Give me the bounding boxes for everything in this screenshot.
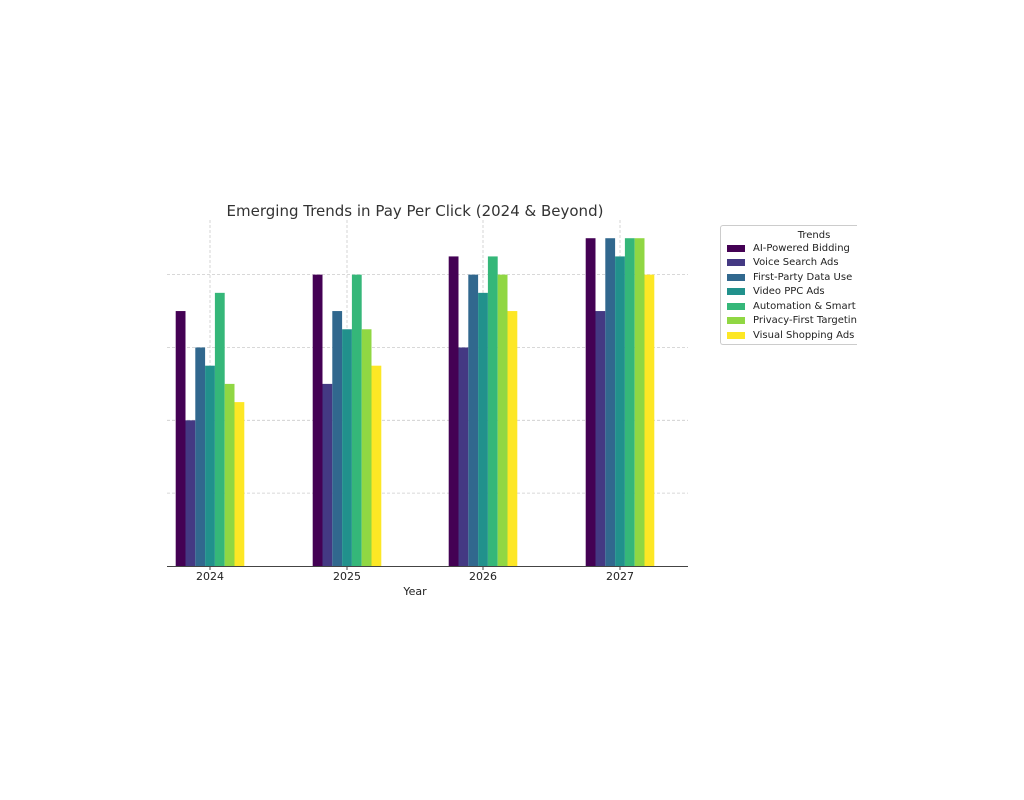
legend-swatch bbox=[727, 288, 745, 296]
bar bbox=[224, 383, 235, 566]
legend-item: Video PPC Ads bbox=[721, 285, 857, 300]
bar bbox=[214, 292, 225, 566]
bar bbox=[448, 256, 459, 566]
legend-swatch bbox=[727, 302, 745, 310]
legend-item: Visual Shopping Ads bbox=[721, 328, 857, 343]
bar bbox=[185, 420, 196, 566]
x-tick-label: 2027 bbox=[606, 570, 634, 583]
legend-title: Trends bbox=[797, 230, 831, 241]
legend: Trends AI-Powered Bidding Voice Search Ad… bbox=[720, 225, 857, 345]
x-ticks: 2024 2025 2026 2027 bbox=[196, 566, 634, 583]
legend-label: Visual Shopping Ads bbox=[753, 329, 855, 341]
bar bbox=[634, 238, 645, 567]
bar bbox=[487, 256, 498, 566]
bar bbox=[605, 238, 616, 567]
bar bbox=[478, 292, 488, 566]
bar bbox=[615, 256, 625, 566]
bar bbox=[624, 238, 635, 567]
x-tick-label: 2024 bbox=[196, 570, 224, 583]
legend-swatch bbox=[727, 244, 745, 252]
bar bbox=[234, 402, 245, 566]
legend-label: Automation & Smart C bbox=[753, 300, 857, 312]
legend-label: AI-Powered Bidding bbox=[753, 242, 850, 254]
bar bbox=[371, 365, 382, 566]
legend-item: First-Party Data Use bbox=[721, 270, 857, 285]
bars bbox=[175, 238, 655, 567]
bar bbox=[497, 274, 508, 566]
legend-label: Voice Search Ads bbox=[753, 257, 839, 269]
bar bbox=[644, 274, 655, 566]
bar bbox=[507, 311, 518, 566]
chart-title: Emerging Trends in Pay Per Click (2024 &… bbox=[227, 202, 604, 220]
bar bbox=[585, 238, 596, 567]
legend-item: Voice Search Ads bbox=[721, 256, 857, 271]
bar bbox=[195, 347, 206, 566]
legend-item: Automation & Smart C bbox=[721, 299, 857, 314]
bar bbox=[458, 347, 469, 566]
legend-label: Privacy-First Targeting bbox=[753, 315, 857, 327]
x-tick-label: 2026 bbox=[469, 570, 497, 583]
bar bbox=[351, 274, 362, 566]
legend-item: AI-Powered Bidding bbox=[721, 241, 857, 256]
bar bbox=[595, 311, 606, 566]
bar bbox=[312, 274, 323, 566]
bar bbox=[342, 329, 352, 566]
legend-swatch bbox=[727, 259, 745, 267]
legend-swatch bbox=[727, 331, 745, 339]
bar bbox=[322, 383, 333, 566]
bar bbox=[361, 329, 372, 566]
bar bbox=[468, 274, 479, 566]
legend-label: Video PPC Ads bbox=[753, 286, 825, 298]
legend-swatch bbox=[727, 273, 745, 281]
x-tick-label: 2025 bbox=[333, 570, 361, 583]
legend-label: First-Party Data Use bbox=[753, 271, 853, 283]
bar bbox=[332, 311, 343, 566]
legend-item: Privacy-First Targeting bbox=[721, 314, 857, 329]
bar bbox=[175, 311, 186, 566]
legend-swatch bbox=[727, 317, 745, 325]
x-axis-label: Year bbox=[402, 585, 427, 598]
bar bbox=[205, 365, 215, 566]
